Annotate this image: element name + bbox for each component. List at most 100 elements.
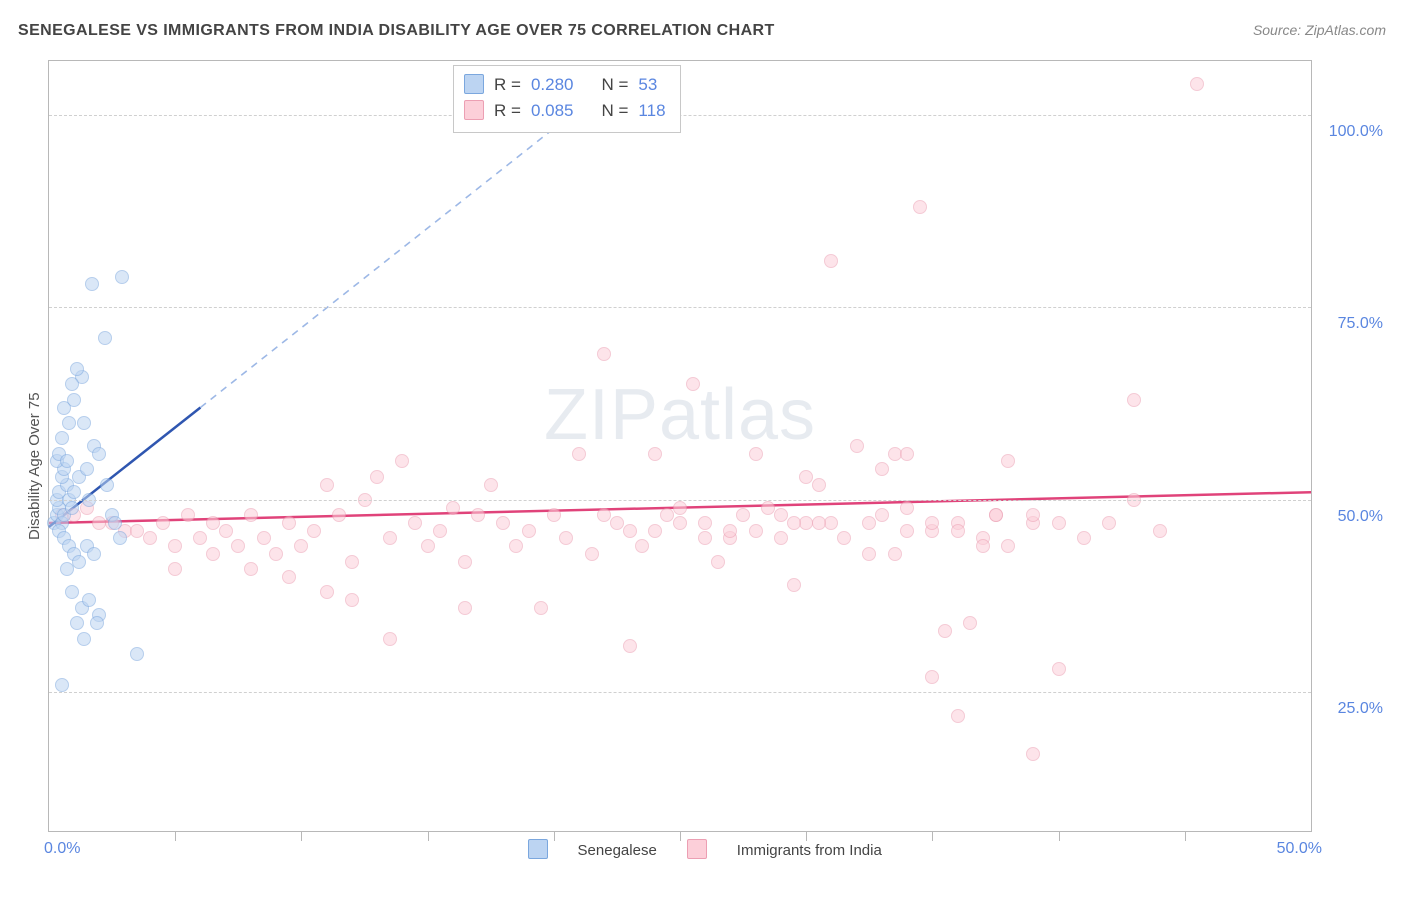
scatter-point: [989, 508, 1003, 522]
y-tick-label: 50.0%: [1323, 508, 1383, 526]
scatter-point: [458, 601, 472, 615]
scatter-point: [100, 478, 114, 492]
scatter-point: [345, 555, 359, 569]
scatter-point: [736, 508, 750, 522]
scatter-point: [1001, 539, 1015, 553]
scatter-point: [888, 547, 902, 561]
scatter-point: [623, 524, 637, 538]
scatter-point: [143, 531, 157, 545]
scatter-point: [976, 539, 990, 553]
scatter-point: [812, 516, 826, 530]
scatter-point: [824, 516, 838, 530]
scatter-point: [648, 447, 662, 461]
scatter-point: [80, 462, 94, 476]
y-axis-label: Disability Age Over 75: [26, 392, 43, 540]
scatter-point: [307, 524, 321, 538]
scatter-point: [850, 439, 864, 453]
scatter-point: [282, 516, 296, 530]
scatter-point: [1102, 516, 1116, 530]
scatter-point: [383, 531, 397, 545]
scatter-point: [585, 547, 599, 561]
y-tick-label: 75.0%: [1323, 315, 1383, 333]
scatter-point: [55, 678, 69, 692]
scatter-point: [673, 501, 687, 515]
scatter-point: [257, 531, 271, 545]
scatter-point: [1190, 77, 1204, 91]
scatter-point: [913, 200, 927, 214]
scatter-point: [370, 470, 384, 484]
scatter-point: [698, 531, 712, 545]
scatter-point: [60, 562, 74, 576]
scatter-point: [70, 616, 84, 630]
scatter-point: [597, 347, 611, 361]
scatter-point: [332, 508, 346, 522]
y-tick-label: 100.0%: [1323, 123, 1383, 141]
scatter-point: [951, 524, 965, 538]
scatter-point: [294, 539, 308, 553]
scatter-point: [244, 562, 258, 576]
scatter-point: [812, 478, 826, 492]
scatter-point: [395, 454, 409, 468]
scatter-point: [559, 531, 573, 545]
legend-row-b: R = 0.085 N = 118: [464, 98, 666, 124]
scatter-point: [82, 593, 96, 607]
scatter-point: [1052, 516, 1066, 530]
scatter-point: [77, 632, 91, 646]
scatter-point: [92, 447, 106, 461]
r-label: R =: [494, 98, 521, 124]
scatter-point: [70, 362, 84, 376]
scatter-point: [168, 562, 182, 576]
scatter-point: [1052, 662, 1066, 676]
scatter-point: [547, 508, 561, 522]
legend-label-b: Immigrants from India: [737, 842, 882, 859]
scatter-point: [900, 447, 914, 461]
scatter-point: [65, 501, 79, 515]
scatter-point: [900, 524, 914, 538]
scatter-point: [698, 516, 712, 530]
scatter-point: [65, 585, 79, 599]
scatter-point: [320, 585, 334, 599]
scatter-point: [1077, 531, 1091, 545]
scatter-point: [1127, 393, 1141, 407]
scatter-point: [433, 524, 447, 538]
scatter-point: [113, 531, 127, 545]
scatter-point: [610, 516, 624, 530]
scatter-point: [534, 601, 548, 615]
scatter-point: [77, 416, 91, 430]
scatter-point: [408, 516, 422, 530]
scatter-point: [115, 270, 129, 284]
scatter-point: [963, 616, 977, 630]
scatter-point: [156, 516, 170, 530]
scatter-point: [951, 709, 965, 723]
scatter-point: [774, 508, 788, 522]
scatter-point: [269, 547, 283, 561]
scatter-point: [219, 524, 233, 538]
chart-title: SENEGALESE VS IMMIGRANTS FROM INDIA DISA…: [18, 22, 775, 40]
swatch-b-icon: [464, 100, 484, 120]
scatter-point: [446, 501, 460, 515]
scatter-point: [67, 485, 81, 499]
scatter-point: [320, 478, 334, 492]
scatter-point: [799, 470, 813, 484]
scatter-point: [383, 632, 397, 646]
scatter-point: [72, 555, 86, 569]
scatter-point: [458, 555, 472, 569]
scatter-point: [168, 539, 182, 553]
n-value-b: 118: [638, 98, 665, 124]
scatter-point: [572, 447, 586, 461]
r-value-a: 0.280: [531, 72, 574, 98]
scatter-point: [875, 508, 889, 522]
scatter-point: [471, 508, 485, 522]
scatter-point: [231, 539, 245, 553]
scatter-point: [98, 331, 112, 345]
scatter-point: [65, 377, 79, 391]
scatter-point: [1153, 524, 1167, 538]
scatter-point: [837, 531, 851, 545]
swatch-a-icon: [528, 839, 548, 859]
scatter-point: [85, 277, 99, 291]
scatter-point: [509, 539, 523, 553]
scatter-point: [686, 377, 700, 391]
scatter-point: [206, 516, 220, 530]
scatter-point: [244, 508, 258, 522]
scatter-point: [67, 393, 81, 407]
